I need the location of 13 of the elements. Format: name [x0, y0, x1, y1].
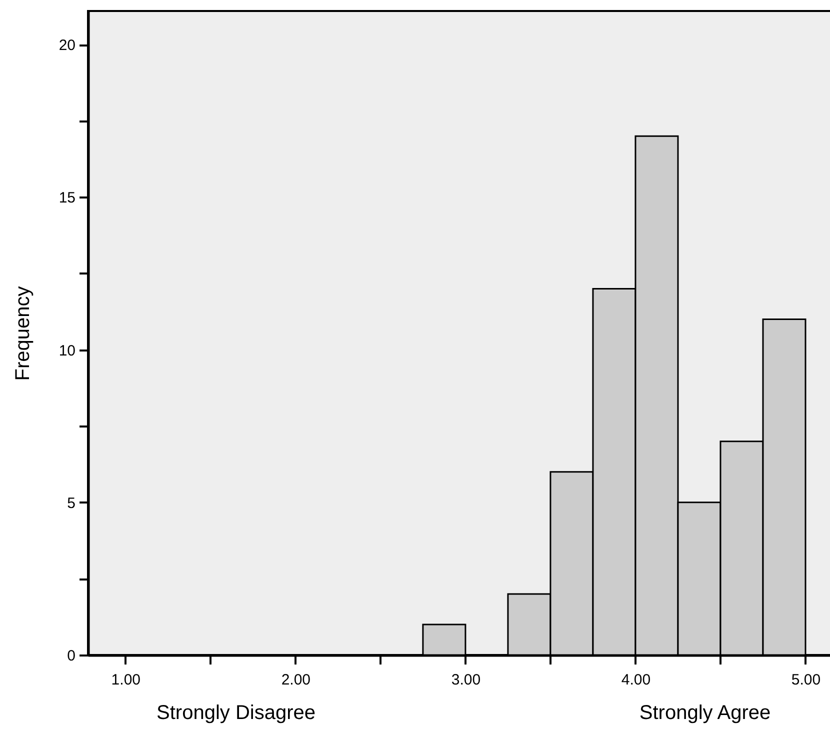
text: Strongly Agree — [639, 702, 771, 724]
y-tick-label: 10 — [58, 342, 76, 360]
y-axis-title: Frequency — [12, 286, 34, 381]
x-tick-label: 2.00 — [281, 672, 311, 688]
x-tick-label: 3.00 — [451, 672, 481, 688]
text: Strongly Disagree — [156, 702, 316, 724]
y-tick-label: 5 — [67, 494, 76, 512]
y-tick-label: 15 — [58, 190, 76, 207]
y-tick-label: 20 — [58, 37, 76, 54]
x-tick-label: 1.00 — [111, 672, 141, 688]
y-tick-label: 0 — [67, 648, 76, 664]
x-tick-label: 5.00 — [791, 672, 821, 688]
x-tick-label: 4.00 — [621, 672, 651, 688]
